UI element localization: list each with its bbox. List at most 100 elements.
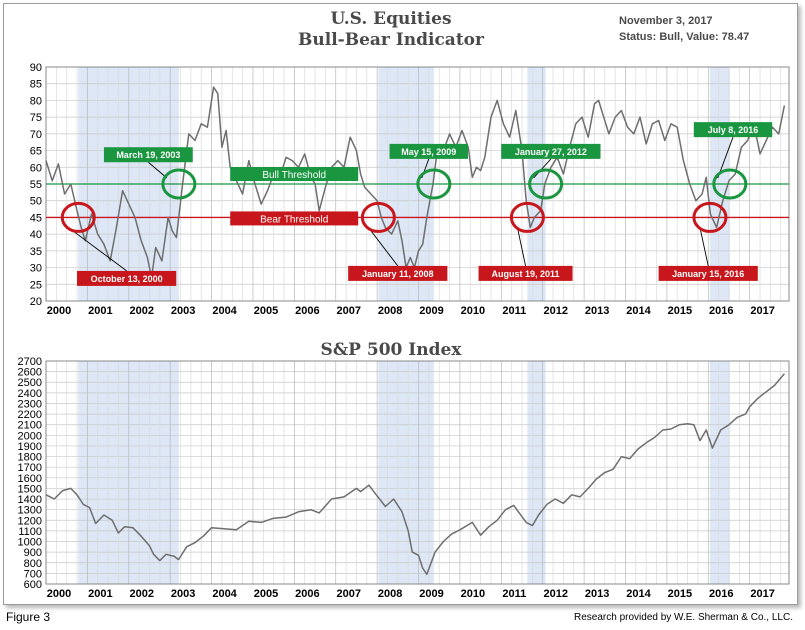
x-tick-label: 2015 (668, 588, 692, 600)
figure-label: Figure 3 (6, 610, 51, 624)
y-tick-label: 35 (30, 246, 42, 258)
annotation-circle (360, 201, 396, 233)
x-tick-label: 2013 (585, 305, 609, 317)
y-tick-label: 65 (30, 146, 42, 158)
y-tick-label: 2500 (18, 377, 42, 389)
y-tick-label: 45 (30, 212, 42, 224)
annotation-pointer (68, 227, 127, 272)
x-tick-label: 2004 (212, 588, 237, 600)
y-tick-label: 1800 (18, 452, 42, 464)
x-tick-label: 2011 (502, 305, 526, 317)
x-tick-label: 2008 (378, 305, 402, 317)
y-tick-label: 25 (30, 279, 42, 291)
x-tick-label: 2003 (171, 588, 195, 600)
x-tick-label: 2016 (709, 588, 733, 600)
x-tick-label: 2017 (750, 588, 774, 600)
annotation-box (348, 265, 448, 281)
series-line (45, 86, 786, 279)
x-tick-label: 2010 (461, 588, 485, 600)
y-tick-label: 60 (30, 162, 42, 174)
x-tick-label: 2016 (709, 305, 733, 317)
x-tick-label: 2002 (130, 588, 154, 600)
x-tick-label: 2007 (337, 305, 361, 317)
annotation-circle (60, 201, 96, 233)
top-subtitle: Bull-Bear Indicator (298, 30, 485, 50)
y-tick-label: 90 (30, 62, 42, 74)
annotation-label: January 15, 2016 (672, 269, 744, 279)
y-tick-label: 900 (24, 547, 42, 559)
annotation-circle (692, 201, 728, 233)
threshold-label: Bear Threshold (260, 214, 328, 225)
annotation-circle (161, 168, 197, 200)
annotation-box (658, 265, 758, 281)
credit-text: Research provided by W.E. Sherman & Co.,… (574, 612, 793, 623)
annotation-label: January 11, 2008 (362, 269, 434, 279)
y-tick-label: 75 (30, 112, 42, 124)
x-tick-label: 2006 (295, 588, 319, 600)
threshold-label-box (230, 211, 359, 226)
plot-border (45, 360, 790, 585)
y-tick-label: 1900 (18, 441, 42, 453)
annotation-box (77, 270, 177, 286)
x-tick-label: 2001 (88, 588, 112, 600)
x-tick-label: 2007 (337, 588, 361, 600)
x-tick-label: 2006 (295, 305, 319, 317)
annotation-circle (509, 201, 545, 233)
annotation-box (389, 143, 468, 159)
annotation-box (501, 143, 601, 159)
annotation-pointer (533, 158, 552, 179)
x-tick-label: 2017 (750, 305, 774, 317)
x-tick-label: 2004 (212, 305, 237, 317)
annotation-label: July 8, 2016 (708, 125, 759, 135)
y-tick-label: 700 (24, 568, 42, 580)
top-title: U.S. Equities (330, 9, 451, 29)
series-line (45, 373, 785, 576)
y-tick-label: 1000 (18, 537, 42, 549)
x-tick-label: 2014 (626, 588, 651, 600)
threshold-label-box (230, 167, 359, 181)
shaded-period (378, 361, 434, 584)
x-tick-label: 2003 (171, 305, 195, 317)
x-tick-label: 2010 (461, 305, 485, 317)
annotation-box (103, 147, 193, 163)
x-tick-label: 2009 (419, 588, 443, 600)
x-tick-label: 2005 (254, 588, 278, 600)
threshold-label: Bull Threshold (262, 170, 326, 181)
y-tick-label: 1400 (18, 494, 42, 506)
y-tick-label: 2300 (18, 398, 42, 410)
x-tick-label: 2012 (543, 305, 567, 317)
annotation-label: March 19, 2003 (116, 150, 180, 160)
annotation-circle (712, 168, 748, 200)
annotation-circle (528, 168, 564, 200)
y-tick-label: 70 (30, 129, 42, 141)
annotation-label: January 27, 2012 (515, 147, 587, 157)
y-tick-label: 2000 (18, 430, 42, 442)
y-tick-label: 30 (30, 263, 42, 275)
y-tick-label: 50 (30, 196, 42, 208)
y-tick-label: 2700 (18, 356, 42, 368)
x-tick-label: 2000 (47, 305, 71, 317)
annotation-label: October 13, 2000 (91, 274, 163, 284)
y-tick-label: 20 (30, 296, 42, 308)
bull-bear-chart: 20 25 30 35 40 45 50 55 60 65 70 75 80 85 90 2000 2001 20… (30, 62, 790, 317)
annotation-pointer (148, 161, 168, 179)
bottom-title: S&P 500 Index (321, 340, 463, 360)
annotation-box (478, 265, 573, 281)
annotation-circle (416, 168, 452, 200)
shaded-period (709, 361, 730, 584)
x-tick-label: 2009 (419, 305, 443, 317)
annotation-pointer (699, 227, 709, 266)
annotation-pointer (516, 227, 526, 266)
annotation-label: May 15, 2009 (401, 147, 456, 157)
y-tick-label: 600 (24, 579, 42, 591)
y-tick-label: 1700 (18, 462, 42, 474)
x-tick-label: 2001 (88, 305, 112, 317)
y-tick-label: 1300 (18, 505, 42, 517)
x-tick-label: 2011 (502, 588, 526, 600)
y-tick-label: 1100 (18, 526, 42, 538)
y-tick-label: 2400 (18, 388, 42, 400)
y-tick-label: 1500 (18, 483, 42, 495)
y-tick-label: 2600 (18, 367, 42, 379)
x-tick-label: 2014 (626, 305, 651, 317)
x-tick-label: 2005 (254, 305, 278, 317)
